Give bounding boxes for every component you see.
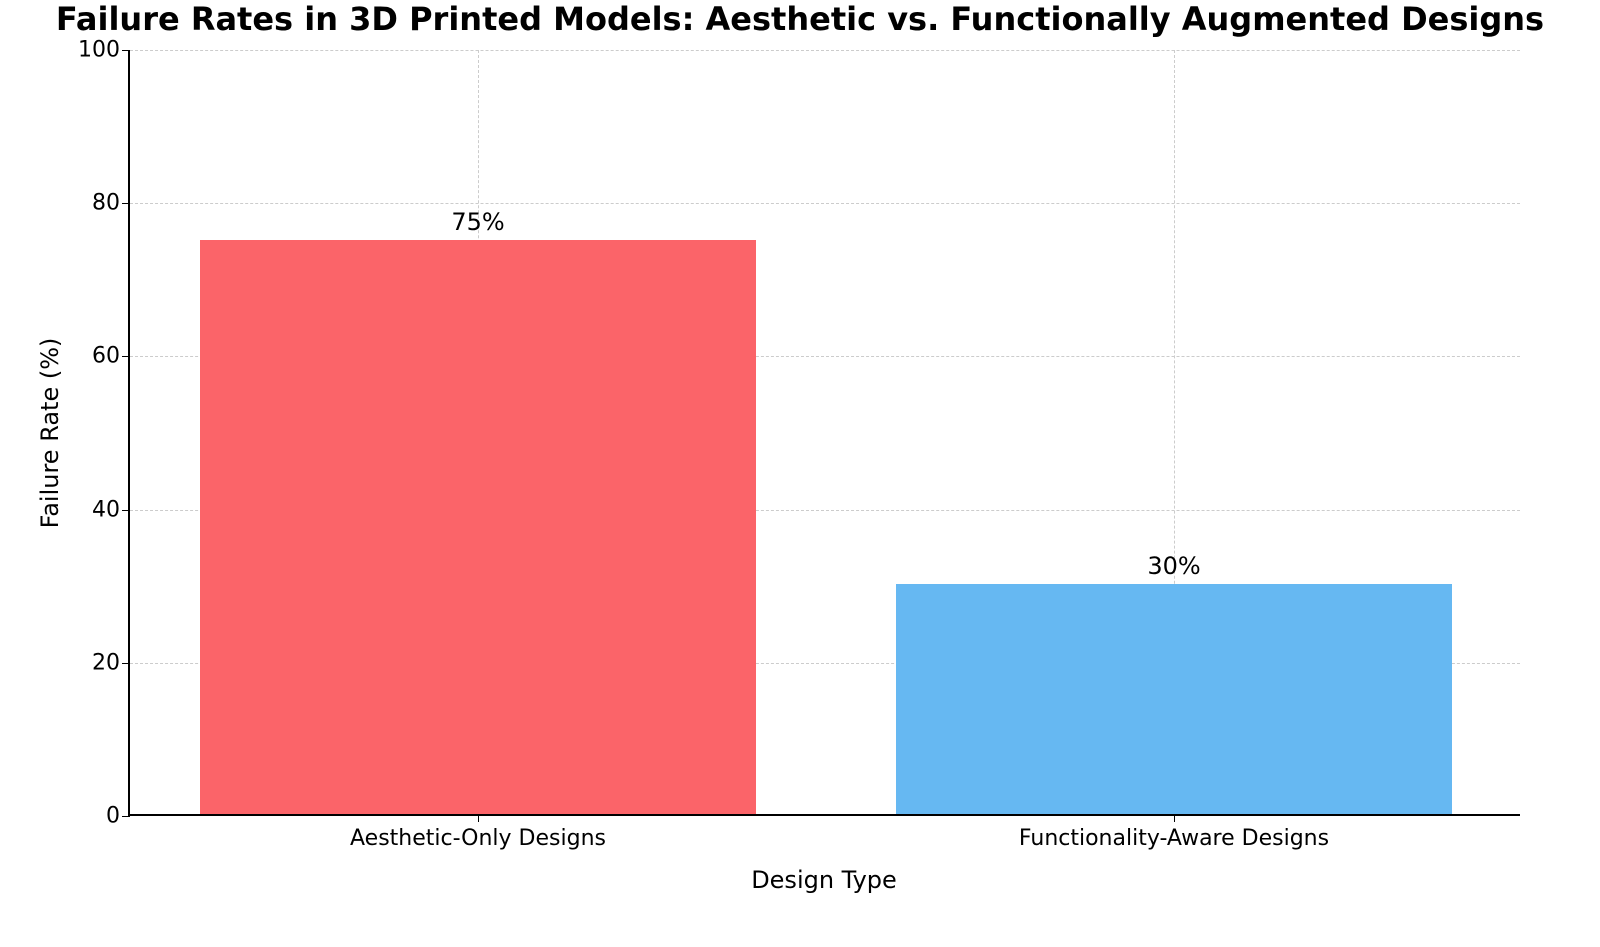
y-tick-label: 60 [92, 344, 130, 369]
y-tick-label: 40 [92, 497, 130, 522]
chart-title: Failure Rates in 3D Printed Models: Aest… [0, 0, 1600, 38]
y-tick-label: 0 [106, 804, 130, 829]
x-tick-label: Aesthetic-Only Designs [350, 816, 606, 851]
gridline-horizontal [130, 50, 1520, 51]
y-tick-label: 20 [92, 650, 130, 675]
y-tick-label: 80 [92, 191, 130, 216]
gridline-horizontal [130, 203, 1520, 204]
y-tick-label: 100 [78, 38, 130, 63]
x-axis-label: Design Type [751, 866, 897, 894]
bar-value-label: 75% [451, 208, 504, 236]
bar [200, 240, 757, 815]
y-axis-label: Failure Rate (%) [36, 338, 64, 529]
chart-figure: Failure Rates in 3D Printed Models: Aest… [0, 0, 1600, 947]
bar-value-label: 30% [1147, 552, 1200, 580]
x-tick-label: Functionality-Aware Designs [1019, 816, 1329, 851]
plot-area: 020406080100Aesthetic-Only DesignsFuncti… [128, 50, 1520, 816]
bar [896, 584, 1453, 814]
